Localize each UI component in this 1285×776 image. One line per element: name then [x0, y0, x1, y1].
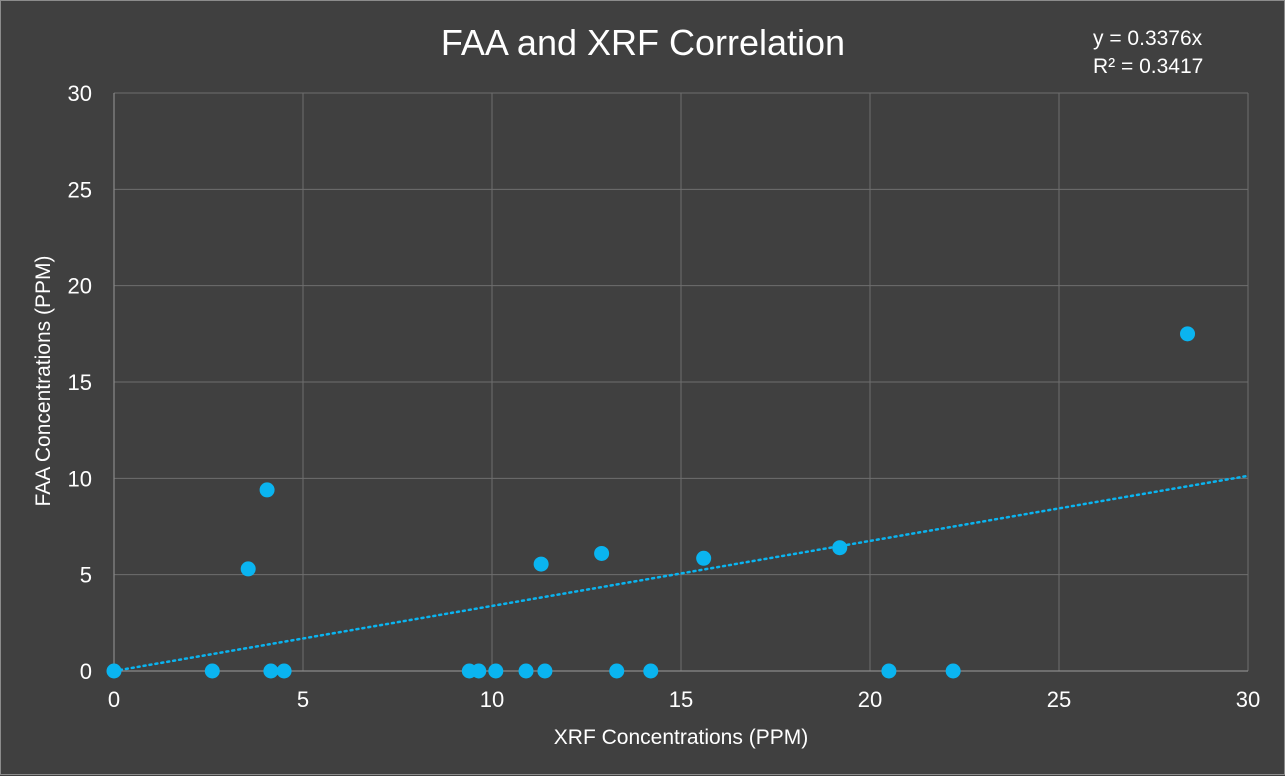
y-tick-label: 25 [68, 177, 92, 202]
data-points [106, 326, 1196, 679]
axes [113, 93, 1248, 672]
y-tick-label: 10 [68, 466, 92, 491]
data-point [263, 663, 279, 679]
y-tick-label: 20 [68, 274, 92, 299]
data-point [609, 663, 625, 679]
data-point [945, 663, 961, 679]
y-tick-label: 0 [80, 659, 92, 684]
x-axis-label: XRF Concentrations (PPM) [554, 726, 808, 749]
data-point [594, 545, 610, 561]
data-point [204, 663, 220, 679]
data-point [643, 663, 659, 679]
chart-title: FAA and XRF Correlation [441, 22, 845, 63]
tick-labels: 0 5 10 15 20 25 30 0 5 10 15 20 25 30 [68, 81, 1261, 712]
data-point [259, 482, 275, 498]
trendline-r-squared: R² = 0.3417 [1093, 55, 1203, 78]
data-point [240, 561, 256, 577]
x-tick-label: 0 [108, 687, 120, 712]
x-tick-label: 10 [480, 687, 504, 712]
x-tick-label: 15 [669, 687, 693, 712]
data-point [518, 663, 534, 679]
x-tick-label: 5 [297, 687, 309, 712]
data-point [1180, 326, 1196, 342]
data-point [106, 663, 122, 679]
data-point [533, 556, 549, 572]
y-axis-label: FAA Concentrations (PPM) [32, 256, 55, 507]
x-tick-label: 25 [1047, 687, 1071, 712]
x-tick-label: 30 [1236, 687, 1260, 712]
trendline-equation: y = 0.3376x [1093, 27, 1203, 50]
y-tick-label: 30 [68, 81, 92, 106]
data-point [537, 663, 553, 679]
data-point [276, 663, 292, 679]
data-point [488, 663, 504, 679]
data-point [881, 663, 897, 679]
data-point [832, 540, 848, 556]
trendline [112, 474, 1250, 673]
data-point [696, 550, 712, 566]
y-tick-label: 5 [80, 563, 92, 588]
data-point [471, 663, 487, 679]
y-tick-label: 15 [68, 370, 92, 395]
x-tick-label: 20 [858, 687, 882, 712]
gridlines [114, 92, 1249, 671]
trendline-group [112, 474, 1250, 673]
